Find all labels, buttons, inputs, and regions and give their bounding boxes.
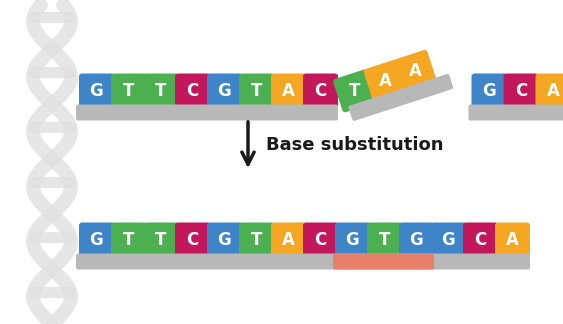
FancyBboxPatch shape <box>333 253 434 270</box>
Text: C: C <box>186 82 199 100</box>
Text: T: T <box>155 231 166 249</box>
Text: C: C <box>314 231 327 249</box>
FancyBboxPatch shape <box>76 105 338 121</box>
Text: Base substitution: Base substitution <box>266 136 444 154</box>
FancyBboxPatch shape <box>76 253 530 270</box>
FancyBboxPatch shape <box>333 70 376 112</box>
Text: C: C <box>186 231 199 249</box>
Text: A: A <box>282 231 295 249</box>
FancyBboxPatch shape <box>175 223 210 258</box>
Text: C: C <box>515 82 527 100</box>
Text: A: A <box>506 231 519 249</box>
Text: A: A <box>547 82 560 100</box>
Text: T: T <box>379 231 390 249</box>
FancyBboxPatch shape <box>111 74 146 109</box>
FancyBboxPatch shape <box>463 223 498 258</box>
FancyBboxPatch shape <box>503 74 538 109</box>
FancyBboxPatch shape <box>239 223 274 258</box>
FancyBboxPatch shape <box>303 223 338 258</box>
FancyBboxPatch shape <box>367 223 402 258</box>
Text: T: T <box>123 231 134 249</box>
FancyBboxPatch shape <box>79 74 114 109</box>
FancyBboxPatch shape <box>348 74 453 121</box>
FancyBboxPatch shape <box>471 74 507 109</box>
FancyBboxPatch shape <box>364 60 406 102</box>
Text: T: T <box>155 82 166 100</box>
Text: T: T <box>251 231 262 249</box>
FancyBboxPatch shape <box>207 74 242 109</box>
FancyBboxPatch shape <box>79 223 114 258</box>
FancyBboxPatch shape <box>175 74 210 109</box>
Text: G: G <box>218 231 231 249</box>
FancyBboxPatch shape <box>535 74 563 109</box>
Text: T: T <box>251 82 262 100</box>
Text: C: C <box>475 231 486 249</box>
Text: G: G <box>441 231 455 249</box>
Text: G: G <box>346 231 359 249</box>
FancyBboxPatch shape <box>207 223 242 258</box>
Text: A: A <box>409 62 422 80</box>
FancyBboxPatch shape <box>468 105 563 121</box>
FancyBboxPatch shape <box>495 223 530 258</box>
FancyBboxPatch shape <box>394 50 437 93</box>
Text: G: G <box>410 231 423 249</box>
FancyBboxPatch shape <box>111 223 146 258</box>
FancyBboxPatch shape <box>431 223 466 258</box>
FancyBboxPatch shape <box>143 223 178 258</box>
Text: A: A <box>282 82 295 100</box>
Text: T: T <box>349 82 360 100</box>
Text: C: C <box>314 82 327 100</box>
FancyBboxPatch shape <box>239 74 274 109</box>
FancyBboxPatch shape <box>143 74 178 109</box>
FancyBboxPatch shape <box>271 74 306 109</box>
Text: G: G <box>482 82 496 100</box>
Text: G: G <box>90 231 104 249</box>
FancyBboxPatch shape <box>271 223 306 258</box>
Text: T: T <box>123 82 134 100</box>
FancyBboxPatch shape <box>335 223 370 258</box>
FancyBboxPatch shape <box>399 223 434 258</box>
Text: G: G <box>90 82 104 100</box>
Text: A: A <box>378 72 391 90</box>
FancyBboxPatch shape <box>303 74 338 109</box>
Text: G: G <box>218 82 231 100</box>
